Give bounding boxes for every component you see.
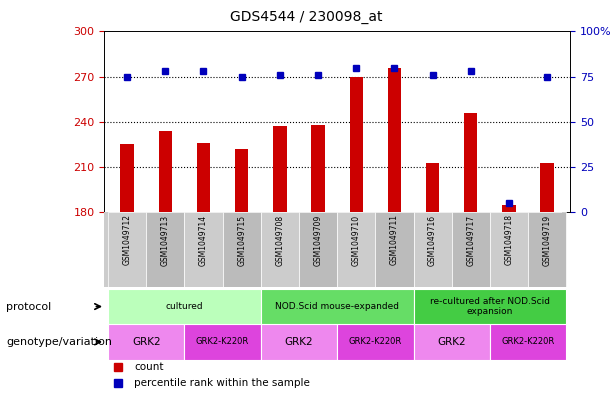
Bar (426, 162, 440, 212)
Bar (414, 212, 452, 287)
Bar (261, 289, 414, 324)
Bar (528, 212, 566, 287)
Text: genotype/variation: genotype/variation (6, 337, 112, 347)
Bar (108, 212, 147, 287)
Bar (108, 289, 261, 324)
Bar (311, 125, 325, 212)
Bar (159, 131, 172, 212)
Text: GSM1049709: GSM1049709 (314, 215, 322, 266)
Bar (273, 127, 286, 212)
Text: GSM1049718: GSM1049718 (504, 215, 514, 265)
Bar (490, 324, 566, 360)
Bar (452, 212, 490, 287)
Text: GRK2: GRK2 (284, 337, 313, 347)
Text: GRK2-K220R: GRK2-K220R (196, 338, 249, 346)
Text: count: count (134, 362, 164, 372)
Bar (490, 212, 528, 287)
Text: GSM1049717: GSM1049717 (466, 215, 475, 266)
Text: protocol: protocol (6, 301, 51, 312)
Text: GRK2-K220R: GRK2-K220R (501, 338, 555, 346)
Bar (261, 212, 299, 287)
Bar (541, 162, 554, 212)
Text: GSM1049713: GSM1049713 (161, 215, 170, 266)
Bar (414, 324, 490, 360)
Bar (185, 324, 261, 360)
Bar (337, 324, 414, 360)
Text: GDS4544 / 230098_at: GDS4544 / 230098_at (230, 10, 383, 24)
Bar (223, 212, 261, 287)
Bar (261, 324, 337, 360)
Text: GRK2: GRK2 (132, 337, 161, 347)
Text: re-cultured after NOD.Scid
expansion: re-cultured after NOD.Scid expansion (430, 297, 550, 316)
Text: GRK2-K220R: GRK2-K220R (349, 338, 402, 346)
Text: cultured: cultured (166, 302, 204, 311)
Bar (108, 324, 185, 360)
Bar (147, 212, 185, 287)
Bar (235, 149, 248, 212)
Text: GSM1049712: GSM1049712 (123, 215, 132, 265)
Text: NOD.Scid mouse-expanded: NOD.Scid mouse-expanded (275, 302, 399, 311)
Bar (185, 212, 223, 287)
Text: GSM1049719: GSM1049719 (543, 215, 552, 266)
Text: GRK2: GRK2 (438, 337, 466, 347)
Bar (349, 77, 363, 212)
Bar (414, 289, 566, 324)
Text: GSM1049710: GSM1049710 (352, 215, 360, 266)
Text: GSM1049708: GSM1049708 (275, 215, 284, 266)
Bar (299, 212, 337, 287)
Bar (120, 144, 134, 212)
Bar (375, 212, 414, 287)
Bar (464, 113, 478, 212)
Bar (337, 212, 375, 287)
Bar (502, 205, 516, 212)
Text: GSM1049714: GSM1049714 (199, 215, 208, 266)
Text: GSM1049715: GSM1049715 (237, 215, 246, 266)
Bar (197, 143, 210, 212)
Text: percentile rank within the sample: percentile rank within the sample (134, 378, 310, 388)
Bar (388, 68, 401, 212)
Text: GSM1049711: GSM1049711 (390, 215, 399, 265)
Text: GSM1049716: GSM1049716 (428, 215, 437, 266)
